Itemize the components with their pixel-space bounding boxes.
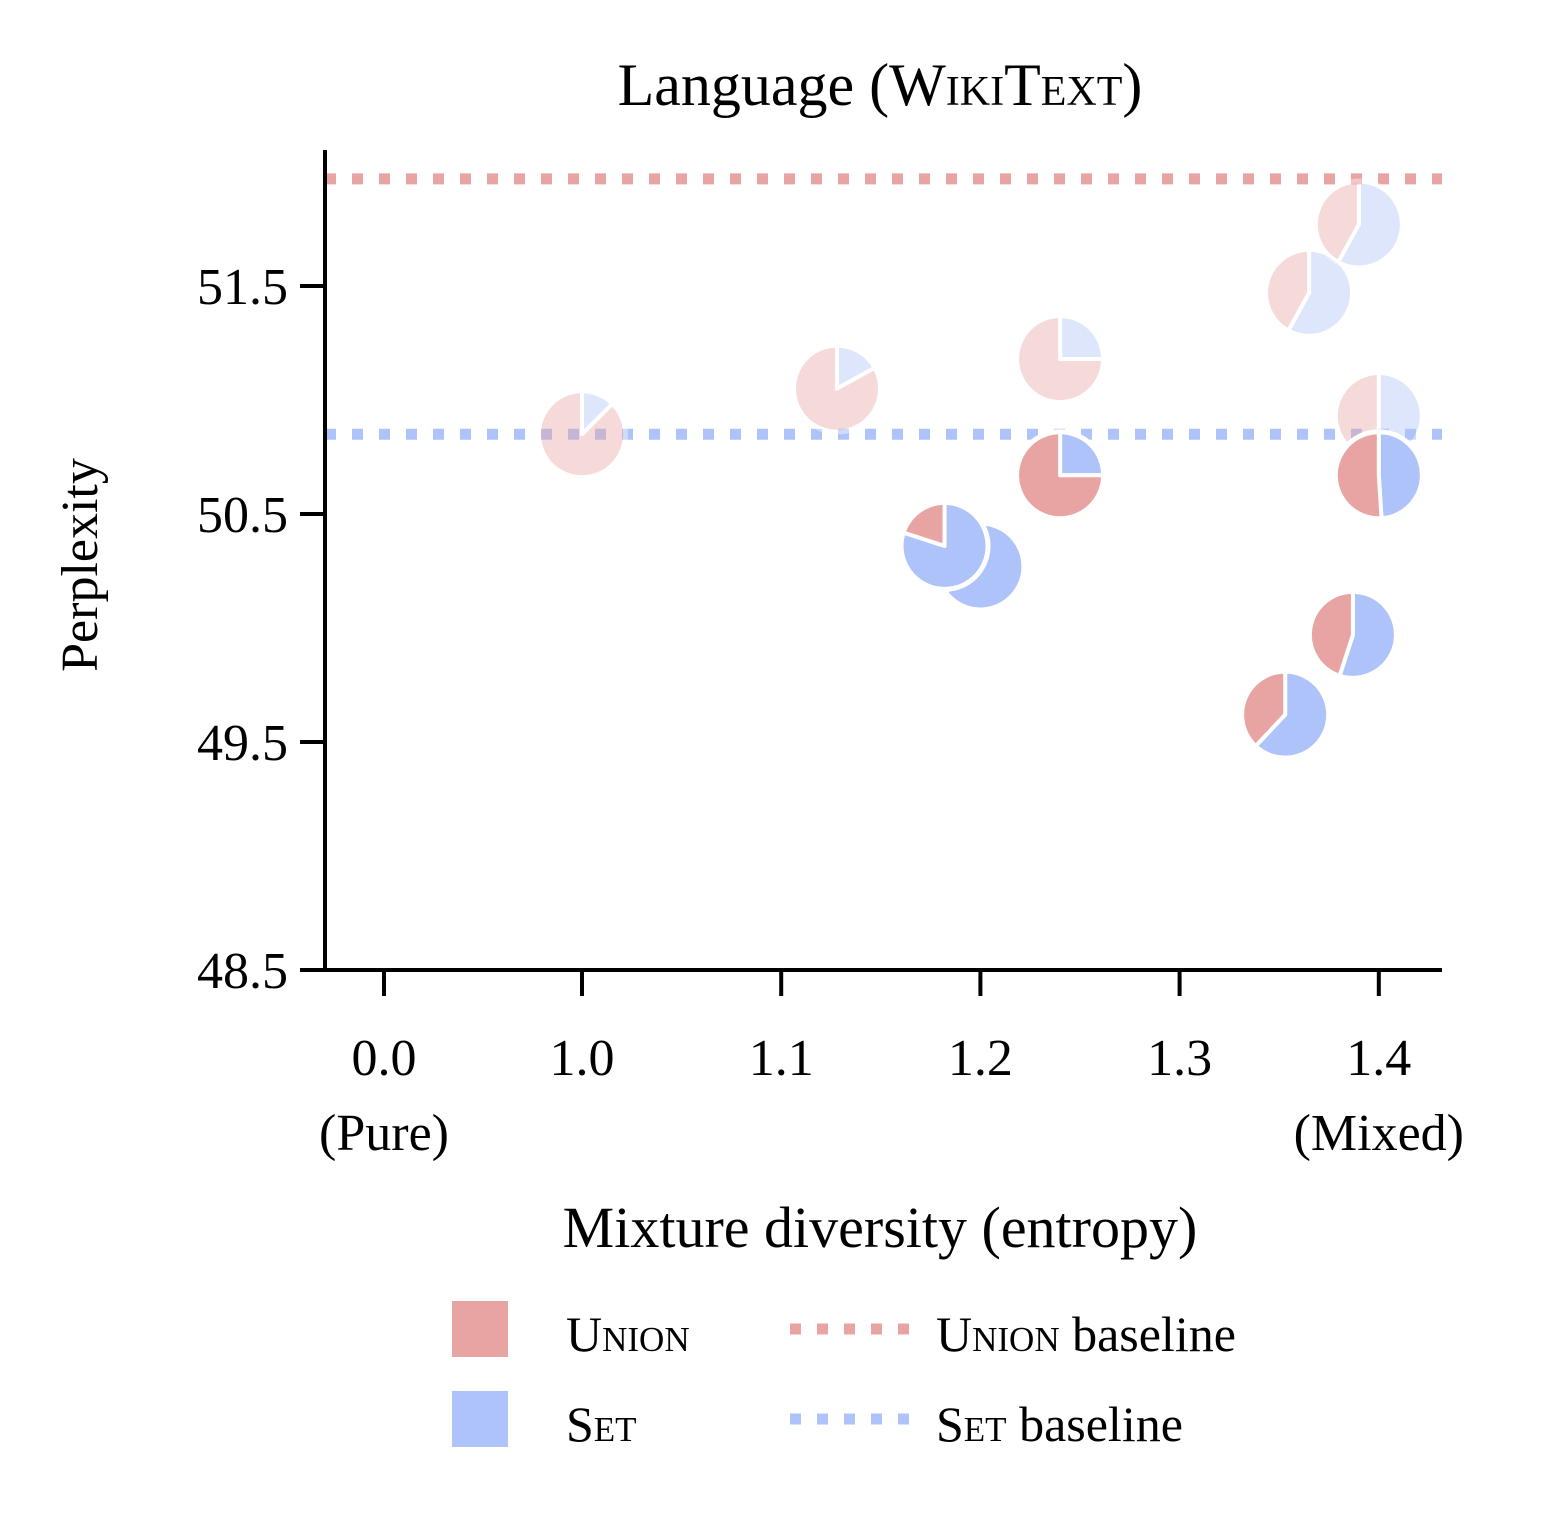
x-tick-sublabel: (Pure): [319, 1105, 449, 1162]
pie-slice-union: [1307, 589, 1355, 678]
x-tick-label: 0.0: [352, 1030, 417, 1087]
pie-marker: [1014, 429, 1107, 522]
x-axis-label: Mixture diversity (entropy): [563, 1195, 1198, 1260]
set-legend-label: Set: [566, 1396, 637, 1452]
pie-slice-union: [1240, 669, 1288, 748]
x-tick-label: 1.2: [948, 1030, 1013, 1087]
pie-slice-union: [1015, 430, 1106, 521]
pie-marker-halo: [1014, 312, 1107, 405]
x-ticks: 0.0 (Pure) 1.0 1.1 1.2 1.3 1.4 (Mixed): [319, 970, 1464, 1162]
pie-slice-set: [834, 343, 877, 391]
pie-marker: [1332, 429, 1425, 522]
x-tick-label: 1.4: [1346, 1030, 1411, 1087]
union-baseline-legend-label: Union baseline: [936, 1306, 1236, 1362]
pie-slice-union: [1264, 247, 1312, 333]
union-legend-label: Union: [566, 1306, 690, 1362]
pie-slice-union: [537, 389, 627, 480]
pie-marker: [536, 388, 628, 481]
pie-slice-set: [1336, 179, 1404, 270]
y-tick-label: 50.5: [197, 487, 288, 544]
chart-title: Language (WikiText): [618, 52, 1143, 118]
x-tick-sublabel: (Mixed): [1294, 1105, 1464, 1162]
pie-slice-set: [1286, 247, 1354, 338]
pie-marker: [1263, 246, 1356, 339]
set-baseline-legend-label: Set baseline: [936, 1396, 1183, 1452]
pie-slice-union: [1015, 313, 1106, 404]
pie-marker: [1239, 668, 1332, 761]
y-tick-label: 48.5: [197, 943, 288, 1000]
pie-slice-union: [1313, 179, 1361, 265]
pie-marker: [790, 342, 883, 435]
pie-marker-halo: [1263, 246, 1356, 339]
pie-marker-halo: [790, 342, 883, 435]
pie-marker: [1312, 178, 1405, 271]
pie-markers: [536, 178, 1425, 761]
y-axis-label: Perplexity: [52, 458, 109, 672]
pie-slice-set: [1253, 669, 1331, 760]
x-tick-label: 1.1: [749, 1030, 814, 1087]
y-tick-label: 49.5: [197, 715, 288, 772]
x-tick-label: 1.0: [550, 1030, 615, 1087]
pie-marker: [1306, 588, 1399, 681]
y-tick-label: 51.5: [197, 259, 288, 316]
pie-marker-halo: [536, 388, 628, 481]
pie-slice-set: [580, 389, 615, 437]
legend: Union Union baseline Set Set baseline: [452, 1301, 1236, 1452]
union-legend-patch: [452, 1301, 508, 1357]
pie-slice-union: [792, 343, 882, 434]
pie-slice-union: [901, 500, 947, 548]
pie-slice-set: [1058, 430, 1106, 478]
set-legend-patch: [452, 1391, 508, 1447]
pie-marker-halo: [1312, 178, 1405, 271]
y-ticks: 48.5 49.5 50.5 51.5: [197, 259, 325, 1000]
pie-slice-union: [1333, 430, 1384, 521]
pie-slice-set: [1376, 430, 1424, 521]
pie-slice-set: [1058, 313, 1106, 361]
pie-marker: [1014, 312, 1107, 405]
pie-marker: [898, 499, 991, 592]
x-tick-label: 1.3: [1147, 1030, 1212, 1087]
